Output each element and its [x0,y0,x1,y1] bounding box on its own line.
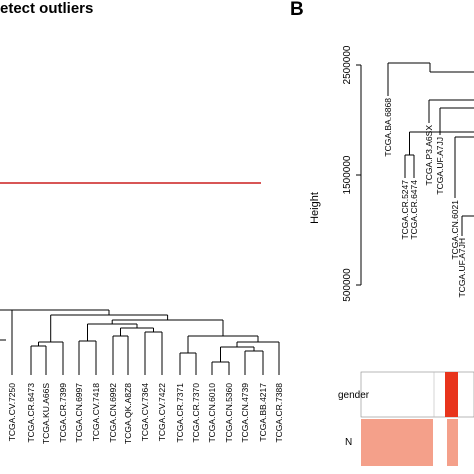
gender-track-cell [445,372,458,417]
leaf-label: TCGA.CR.5247 [400,180,410,240]
leaf-label: TCGA.CV.7364 [140,383,150,442]
leaf-label: TCGA.QK.A8Z8 [123,383,133,444]
leaf-label: TCGA.UF.A7JH [457,238,467,298]
n-track-bg [361,419,474,466]
y-tick-label: 1500000 [342,155,353,194]
leaf-label: TCGA.CN.6997 [74,383,84,443]
leaf-label: TCGA.CV.7250 [7,383,17,442]
n-track-gap [433,419,447,466]
n-track-gap [458,419,474,466]
leaf-label: TCGA.CR.6473 [26,383,36,443]
leaf-label: TCGA.CN.6010 [207,383,217,443]
leaf-label: TCGA.CR.7371 [175,383,185,443]
leaf-label: TCGA.CN.5360 [224,383,234,443]
leaf-label: TCGA.BB.4217 [258,383,268,442]
y-tick-label: 500000 [342,268,353,302]
leaf-label: TCGA.CR.7370 [191,383,201,443]
leaf-label: TCGA.CR.6474 [409,180,419,240]
panel-b-letter: B [290,0,304,20]
y-axis-title: Height [309,192,321,224]
leaf-label: TCGA.CN.6992 [108,383,118,443]
leaf-label: TCGA.CV.7418 [91,383,101,442]
panel-a-title: etect outliers [0,0,94,17]
leaf-label: TCGA.CR.7388 [274,383,284,443]
track-label-n: N [345,437,352,448]
leaf-label: TCGA.CN.4739 [240,383,250,443]
panel-a-dendrogram: TCGA.CV.7250 TCGA.CR.6473 TCGA.KU.A66S TCGA… [0,182,284,444]
annotation-tracks: gender N [338,371,474,466]
leaf-label: TCGA.KU.A66S [41,383,51,444]
leaf-label: TCGA.CN.6021 [450,200,460,260]
panel-b-dendrogram: 500000 1500000 2500000 Height TCGA.BA.6868 TC… [309,45,474,302]
y-tick-label: 2500000 [342,45,353,84]
leaf-label: TCGA.CV.7422 [157,383,167,442]
leaf-label: TCGA.CR.7399 [58,383,68,443]
leaf-label: TCGA.BA.6868 [383,98,393,157]
leaf-label: TCGA.P3.A6SX [424,125,434,186]
track-label-gender: gender [338,390,370,401]
leaf-label: TCGA.UF.A7JJ [435,137,445,195]
